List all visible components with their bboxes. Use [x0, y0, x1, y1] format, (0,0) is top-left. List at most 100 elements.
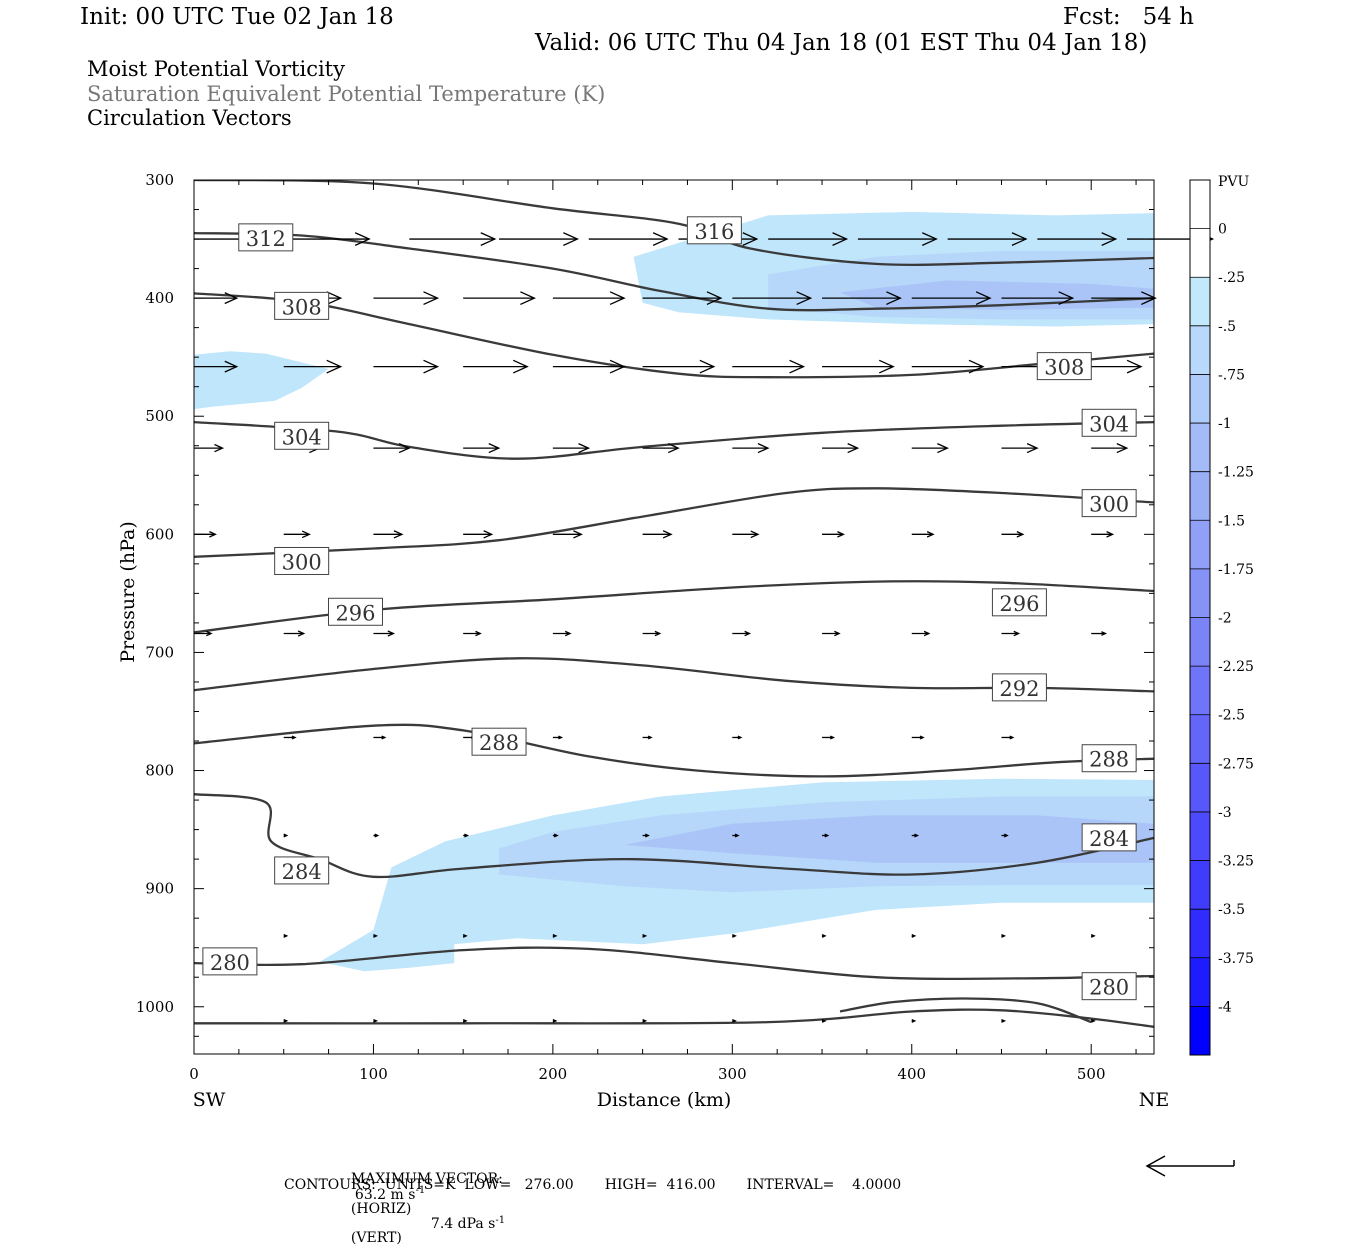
max-vector-vert-value: 7.4 dPa s	[430, 1216, 496, 1233]
y-tick-label-700: 700	[145, 643, 174, 661]
contour-label-284: 284	[274, 856, 330, 885]
vector-arrow	[642, 291, 723, 306]
vector-arrow	[1001, 1018, 1007, 1023]
y-tick-label-600: 600	[145, 525, 174, 543]
field-title-theta-e: Saturation Equivalent Potential Temperat…	[87, 82, 606, 106]
vector-arrow	[373, 833, 380, 838]
vector-arrow	[462, 933, 468, 938]
theta-e-contour-300	[194, 487, 1154, 558]
colorbar-label: -3	[1218, 805, 1232, 821]
vector-arrow	[821, 933, 827, 938]
vector-arrow	[642, 833, 650, 838]
svg-text:296: 296	[335, 601, 375, 625]
vector-arrow	[1001, 933, 1007, 938]
x-tick-label-0: 0	[189, 1065, 199, 1083]
vector-arrow	[373, 530, 404, 539]
colorbar-label: -2.5	[1218, 708, 1245, 724]
field-title-mpv: Moist Potential Vorticity	[87, 57, 345, 81]
vector-arrow	[588, 232, 669, 246]
x-axis-title: Distance (km)	[597, 1089, 732, 1111]
vector-arrow	[1001, 833, 1009, 838]
vector-arrow	[373, 443, 411, 454]
colorbar-segment	[1190, 1006, 1210, 1056]
vector-arrow	[552, 933, 558, 938]
theta-e-contour-308	[194, 292, 1154, 379]
x-tick-label-300: 300	[718, 1065, 747, 1083]
vector-arrow	[732, 359, 806, 374]
vector-arrow	[463, 443, 501, 454]
contour-label-280: 280	[202, 947, 258, 976]
colorbar-segment	[1190, 617, 1210, 667]
svg-text:316: 316	[694, 220, 734, 244]
colorbar-segment	[1190, 860, 1210, 910]
vector-arrow	[1001, 630, 1021, 637]
colorbar-segment	[1190, 374, 1210, 424]
vector-arrow	[947, 232, 1028, 246]
vector-arrow	[642, 735, 653, 740]
vector-arrow	[373, 1018, 379, 1023]
colorbar-segment	[1190, 666, 1210, 716]
max-vector-horiz-value: 63.2 m s	[354, 1186, 416, 1203]
y-tick-label-500: 500	[145, 407, 174, 425]
vector-arrow	[552, 1018, 558, 1023]
svg-text:284: 284	[282, 860, 322, 884]
svg-text:284: 284	[1089, 827, 1129, 851]
pv-region-0	[194, 351, 329, 410]
contour-label-312: 312	[238, 223, 294, 252]
vector-arrow	[552, 630, 572, 637]
max-vector-vert-unit: (VERT)	[350, 1230, 402, 1246]
svg-text:308: 308	[1044, 356, 1084, 380]
colorbar-label: -.75	[1218, 367, 1245, 383]
vector-arrow	[1090, 933, 1096, 938]
vector-arrow	[911, 359, 985, 374]
vector-arrow	[552, 291, 626, 306]
vector-arrow	[911, 1018, 917, 1023]
colorbar-label: -4	[1218, 999, 1232, 1015]
vector-arrow	[911, 630, 931, 637]
vector-arrow	[911, 833, 920, 838]
svg-text:300: 300	[1089, 493, 1129, 517]
vector-arrow	[283, 630, 306, 637]
vector-arrow	[463, 359, 529, 374]
vector-arrow	[194, 360, 239, 373]
vector-arrow	[1037, 232, 1118, 246]
colorbar-label: -1.75	[1218, 562, 1254, 578]
x-end-label-right: NE	[1139, 1089, 1170, 1111]
vector-arrow	[768, 232, 849, 246]
svg-text:292: 292	[999, 677, 1039, 701]
vector-arrow	[732, 291, 813, 306]
vector-arrow	[283, 933, 289, 938]
vector-arrow	[373, 933, 379, 938]
colorbar-label: -1	[1218, 416, 1232, 432]
theta-e-contour-288	[194, 723, 1154, 778]
colorbar-segment	[1190, 568, 1210, 618]
svg-text:304: 304	[282, 425, 322, 449]
colorbar-label: -.25	[1218, 270, 1245, 286]
colorbar-segment	[1190, 325, 1210, 375]
colorbar-segment	[1190, 520, 1210, 570]
y-tick-label-900: 900	[145, 880, 174, 898]
x-end-label-left: SW	[193, 1089, 226, 1111]
colorbar: 0 -.25 -.5 -.75 -1 -1.25 -1.5 -1.75 -2 -2.25 -2.5 -…	[1189, 174, 1254, 1056]
vector-arrow	[642, 443, 680, 454]
colorbar-segment	[1190, 811, 1210, 862]
x-tick-label-200: 200	[539, 1065, 568, 1083]
y-axis-title: Pressure (hPa)	[117, 521, 139, 663]
plot-frame	[193, 179, 1155, 1055]
x-tick-label-400: 400	[897, 1065, 926, 1083]
pv-region-6	[624, 815, 1154, 863]
contour-label-292: 292	[991, 673, 1047, 702]
vector-arrow	[283, 530, 311, 539]
vector-arrow	[1091, 359, 1143, 374]
vector-arrow	[911, 443, 949, 454]
contour-label-288: 288	[1081, 744, 1137, 773]
vector-arrow	[373, 735, 387, 740]
theta-e-contour-unlabeled-11	[839, 997, 1092, 1024]
vector-arrow	[462, 1018, 468, 1023]
vector-arrow	[194, 443, 225, 453]
contour-label-300: 300	[1081, 489, 1137, 518]
contour-label-284: 284	[1081, 823, 1137, 852]
vector-arrow	[1001, 443, 1039, 454]
vector-arrow	[642, 1018, 648, 1023]
colorbar-segment	[1190, 471, 1210, 521]
